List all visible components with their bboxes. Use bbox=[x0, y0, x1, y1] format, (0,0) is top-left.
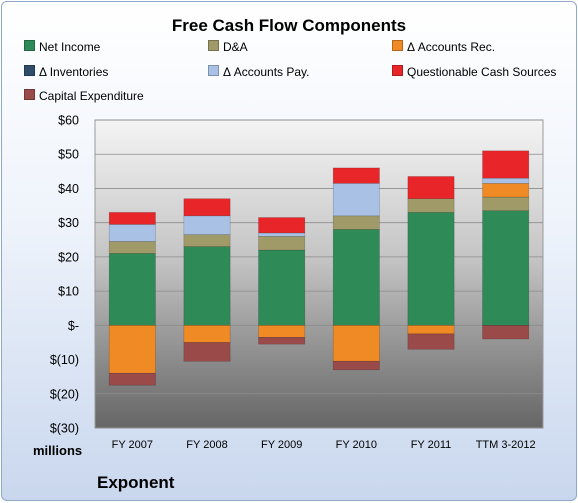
x-tick-label: FY 2008 bbox=[186, 439, 227, 451]
legend-label: Net Income bbox=[39, 40, 101, 54]
bar-segment bbox=[482, 177, 530, 184]
bar-segment bbox=[482, 183, 530, 198]
x-tick-label: TTM 3-2012 bbox=[476, 439, 536, 451]
bar-segment bbox=[482, 196, 530, 211]
y-tick-label: $(30) bbox=[50, 422, 79, 436]
bar-segment bbox=[258, 325, 306, 338]
brand-label: Exponent bbox=[97, 473, 175, 492]
bar-segment bbox=[108, 253, 156, 326]
y-tick-label: $(10) bbox=[50, 353, 79, 367]
bar-segment bbox=[108, 241, 156, 254]
bar-segment bbox=[258, 217, 306, 234]
bar-segment bbox=[482, 150, 530, 179]
plot-background bbox=[94, 119, 544, 429]
bar-segment bbox=[407, 212, 455, 326]
bar-segment bbox=[183, 325, 231, 343]
bar-segment bbox=[482, 325, 530, 340]
legend-swatch bbox=[24, 40, 35, 51]
y-tick-label: $30 bbox=[58, 216, 79, 230]
bar-segment bbox=[183, 215, 231, 235]
bar-segment bbox=[183, 342, 231, 362]
bar-segment bbox=[258, 232, 306, 237]
legend-item-net-income: Net Income bbox=[24, 40, 100, 54]
legend-item-accounts-rec: Δ Accounts Rec. bbox=[392, 40, 495, 54]
x-axis-ticks: FY 2007 FY 2008 FY 2009 FY 2010 FY 2011 TTM 3… bbox=[112, 439, 536, 451]
x-tick-label: FY 2010 bbox=[336, 439, 377, 451]
legend-item-accounts-pay: Δ Accounts Pay. bbox=[208, 65, 310, 79]
legend-swatch bbox=[392, 40, 403, 51]
legend-label: Capital Expenditure bbox=[39, 89, 144, 103]
bar-segment bbox=[332, 215, 380, 230]
bar-segment bbox=[258, 337, 306, 345]
x-tick-label: FY 2009 bbox=[261, 439, 302, 451]
y-tick-label: $40 bbox=[58, 182, 79, 196]
legend-label: Δ Accounts Rec. bbox=[407, 40, 496, 54]
gridlines bbox=[95, 119, 543, 429]
bar-segment bbox=[332, 325, 380, 362]
legend-swatch bbox=[24, 65, 35, 76]
y-axis-ticks: $60 $50 $40 $30 $20 $10 $- $(10) $(20) $(30) bbox=[50, 114, 79, 436]
legend-item-capital-expenditure: Capital Expenditure bbox=[24, 89, 144, 103]
bar-segment bbox=[183, 198, 231, 217]
units-label: millions bbox=[33, 443, 83, 458]
y-tick-label: $50 bbox=[58, 148, 79, 162]
legend-label: D&A bbox=[223, 40, 248, 54]
legend-label: Δ Accounts Pay. bbox=[223, 65, 310, 79]
y-tick-label: $- bbox=[68, 319, 79, 333]
x-tick-label: FY 2007 bbox=[112, 439, 153, 451]
bars bbox=[108, 150, 530, 386]
y-tick-label: $(20) bbox=[50, 387, 79, 401]
legend-swatch bbox=[208, 40, 219, 51]
bar-segment bbox=[258, 236, 306, 251]
x-tick-label: FY 2011 bbox=[411, 439, 452, 451]
bar-segment bbox=[183, 234, 231, 247]
bar-segment bbox=[407, 333, 455, 350]
legend-label: Δ Inventories bbox=[39, 65, 109, 79]
bar-segment bbox=[407, 198, 455, 213]
bar-segment bbox=[108, 372, 156, 386]
bar-segment bbox=[407, 176, 455, 200]
bar-segment bbox=[108, 212, 156, 225]
bar-segment bbox=[108, 224, 156, 242]
y-tick-label: $60 bbox=[58, 114, 79, 128]
bar-segment bbox=[258, 249, 306, 326]
legend-item-da: D&A bbox=[208, 40, 248, 54]
bar-segment bbox=[332, 360, 380, 371]
bar-segment bbox=[407, 325, 455, 335]
bar-segment bbox=[332, 183, 380, 217]
legend-swatch bbox=[392, 65, 403, 76]
bar-segment bbox=[108, 325, 156, 374]
bar-segment bbox=[332, 167, 380, 184]
legend-item-questionable-cash: Questionable Cash Sources bbox=[392, 65, 556, 79]
bar-segment bbox=[183, 246, 231, 326]
y-tick-label: $20 bbox=[58, 250, 79, 264]
legend-item-inventories: Δ Inventories bbox=[24, 65, 108, 79]
legend-swatch bbox=[24, 89, 35, 100]
chart-title: Free Cash Flow Components bbox=[171, 16, 407, 35]
legend-label: Questionable Cash Sources bbox=[407, 65, 557, 79]
bar-segment bbox=[332, 229, 380, 326]
legend-swatch bbox=[208, 65, 219, 76]
y-tick-label: $10 bbox=[58, 285, 79, 299]
bar-segment bbox=[482, 210, 530, 326]
